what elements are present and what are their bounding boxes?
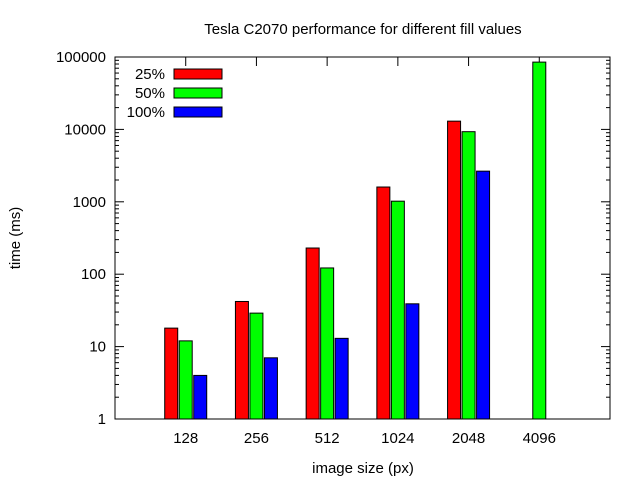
bar-25pct-2048 (447, 120, 462, 420)
chart-title: Tesla C2070 performance for different fi… (204, 21, 521, 38)
y-tick-label: 1 (98, 411, 106, 428)
legend: 25% 50% 100% (127, 66, 223, 121)
x-axis-label: image size (px) (312, 460, 414, 477)
bar-50pct-1024 (390, 200, 405, 420)
y-tick-label: 100000 (56, 49, 106, 66)
axis-ticks: 1 10 100 1000 10000 100000 128 256 512 1024 2048 40… (56, 49, 610, 447)
bar-100pct-256 (263, 357, 278, 420)
legend-swatch (173, 68, 223, 80)
x-tick-label: 128 (173, 430, 198, 447)
legend-label: 25% (135, 66, 165, 83)
bar-100pct-128 (193, 374, 208, 420)
bar-50pct-256 (249, 312, 264, 420)
x-tick-label: 256 (244, 430, 269, 447)
legend-label: 100% (127, 104, 165, 121)
bar-50pct-512 (320, 267, 335, 420)
x-tick-label: 1024 (381, 430, 414, 447)
x-tick-label: 512 (315, 430, 340, 447)
bar-50pct-4096 (532, 61, 547, 420)
legend-swatch (173, 87, 223, 99)
plot-frame (114, 56, 611, 420)
y-axis-label: time (ms) (7, 207, 24, 270)
x-tick-label: 2048 (452, 430, 485, 447)
y-tick-label: 10000 (64, 121, 106, 138)
x-tick-label: 4096 (523, 430, 556, 447)
bar-100pct-2048 (476, 170, 491, 420)
y-tick-label: 10 (89, 339, 106, 356)
legend-label: 50% (135, 85, 165, 102)
y-tick-label: 1000 (73, 194, 106, 211)
bar-25pct-512 (305, 247, 320, 420)
bar-100pct-1024 (405, 303, 420, 420)
bars (164, 61, 547, 420)
bar-100pct-512 (334, 337, 349, 420)
bar-25pct-128 (164, 327, 179, 420)
bar-50pct-2048 (461, 131, 476, 420)
y-tick-label: 100 (81, 266, 106, 283)
bar-50pct-128 (178, 340, 193, 420)
legend-swatch (173, 106, 223, 118)
bar-25pct-1024 (376, 186, 391, 420)
bar-25pct-256 (234, 300, 249, 420)
